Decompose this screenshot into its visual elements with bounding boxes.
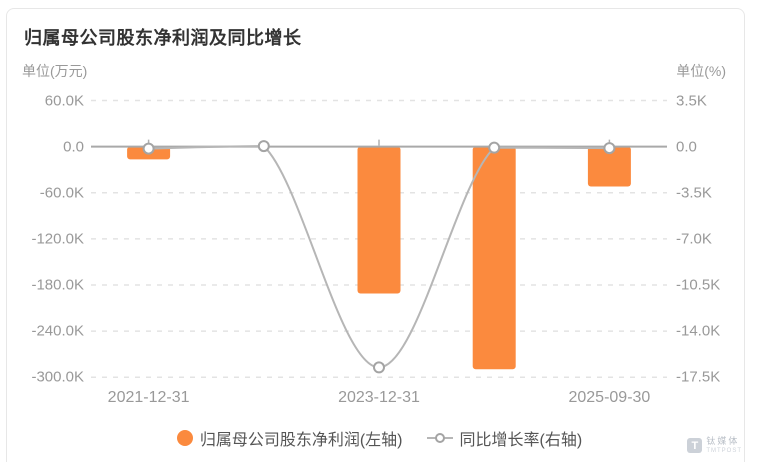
bar-net-profit[interactable] xyxy=(587,146,631,187)
x-axis-tick-label: 2025-09-30 xyxy=(568,389,651,406)
watermark-subtitle: TMTPOST xyxy=(706,448,742,454)
left-axis-unit: 单位(万元) xyxy=(22,63,88,79)
left-axis-tick-label: -240.0K xyxy=(31,322,84,340)
chart-title: 归属母公司股东净利润及同比增长 xyxy=(24,28,302,48)
bar-net-profit[interactable] xyxy=(472,146,516,370)
chart-legend: 归属母公司股东净利润(左轴) 同比增长率(右轴) xyxy=(91,426,668,450)
yoy-growth-marker[interactable] xyxy=(373,361,385,374)
tmtpost-watermark: T 钛媒体 TMTPOST xyxy=(687,437,742,454)
left-axis-tick-label: -180.0K xyxy=(31,276,84,294)
left-axis-tick-label: 60.0K xyxy=(44,92,84,109)
yoy-growth-marker[interactable] xyxy=(257,140,270,153)
left-axis-tick-label: -300.0K xyxy=(31,368,84,386)
yoy-growth-marker[interactable] xyxy=(142,142,155,155)
right-axis-tick-label: -14.0K xyxy=(676,322,721,340)
legend-item-yoy-growth[interactable]: 同比增长率(右轴) xyxy=(426,426,583,450)
right-axis-tick-label: -17.5K xyxy=(676,368,721,386)
legend-label-net-profit: 归属母公司股东净利润(左轴) xyxy=(199,432,403,449)
line-series-legend-marker-icon xyxy=(426,432,453,444)
yoy-growth-marker[interactable] xyxy=(603,142,616,155)
bar-series-legend-marker-icon xyxy=(176,430,193,446)
legend-item-net-profit[interactable]: 归属母公司股东净利润(左轴) xyxy=(176,426,403,450)
right-axis-tick-label: -7.0K xyxy=(676,230,712,248)
yoy-growth-marker[interactable] xyxy=(488,141,501,154)
x-axis-tick-label: 2021-12-31 xyxy=(107,389,190,406)
left-axis-tick-label: -120.0K xyxy=(31,230,84,248)
right-axis-tick-label: -3.5K xyxy=(676,184,712,202)
left-axis-tick-label: 0.0 xyxy=(63,138,84,156)
left-axis-tick-label: -60.0K xyxy=(39,184,84,202)
x-axis-tick-label: 2023-12-31 xyxy=(338,389,420,406)
bar-net-profit[interactable] xyxy=(357,146,401,294)
right-axis-tick-label: 0.0 xyxy=(676,138,697,156)
right-axis-unit: 单位(%) xyxy=(676,63,726,79)
right-axis-tick-label: 3.5K xyxy=(676,92,707,109)
watermark-name: 钛媒体 xyxy=(706,436,740,446)
legend-label-yoy-growth: 同比增长率(右轴) xyxy=(459,432,583,449)
tmtpost-logo-icon: T xyxy=(687,438,703,453)
right-axis-tick-label: -10.5K xyxy=(676,276,721,294)
